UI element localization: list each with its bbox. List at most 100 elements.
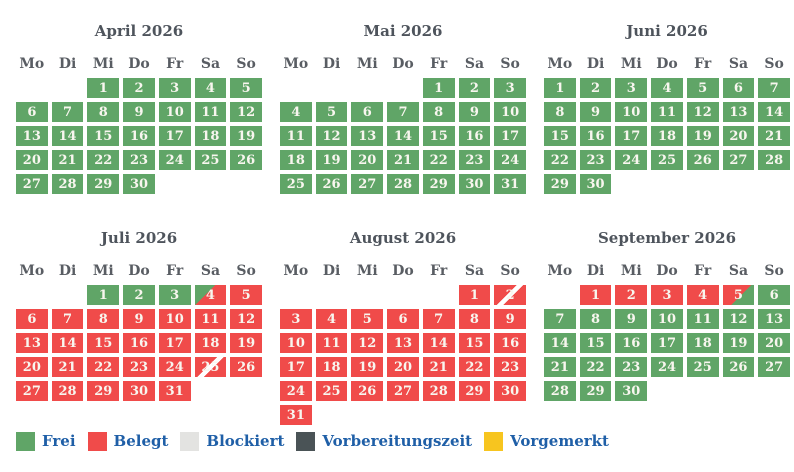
day-cell[interactable]: 1 [544,78,576,98]
day-cell[interactable]: 5 [315,102,348,122]
day-cell[interactable]: 10 [651,309,683,329]
day-cell[interactable]: 20 [16,150,48,170]
day-cell[interactable]: 8 [579,309,612,329]
day-cell[interactable]: 4 [686,285,719,305]
day-cell[interactable]: 29 [87,174,120,194]
day-cell[interactable]: 2 [458,78,491,98]
day-cell[interactable]: 11 [194,102,227,122]
day-cell[interactable]: 12 [230,309,262,329]
day-cell[interactable]: 11 [686,309,719,329]
day-cell[interactable]: 30 [615,381,648,401]
day-cell[interactable]: 14 [51,126,84,146]
day-cell[interactable]: 22 [87,357,120,377]
day-cell[interactable]: 22 [544,150,576,170]
day-cell[interactable]: 2 [615,285,648,305]
day-cell[interactable]: 26 [686,150,719,170]
day-cell[interactable]: 1 [87,78,120,98]
day-cell[interactable]: 4 [280,102,312,122]
day-cell[interactable]: 30 [494,381,526,401]
day-cell[interactable]: 22 [87,150,120,170]
day-cell[interactable]: 4 [651,78,683,98]
day-cell[interactable]: 28 [422,381,455,401]
day-cell[interactable]: 25 [651,150,683,170]
day-cell[interactable]: 17 [651,333,683,353]
day-cell[interactable]: 6 [722,78,755,98]
day-cell[interactable]: 12 [722,309,755,329]
day-cell[interactable]: 9 [494,309,526,329]
day-cell[interactable]: 4 [194,78,227,98]
day-cell[interactable]: 27 [387,381,419,401]
day-cell[interactable]: 31 [158,381,191,401]
day-cell[interactable]: 3 [158,285,191,305]
day-cell[interactable]: 3 [280,309,312,329]
day-cell[interactable]: 7 [758,78,790,98]
day-cell[interactable]: 8 [87,102,120,122]
day-cell[interactable]: 15 [544,126,576,146]
day-cell[interactable]: 7 [422,309,455,329]
day-cell[interactable]: 1 [87,285,120,305]
day-cell[interactable]: 21 [387,150,419,170]
day-cell[interactable]: 5 [230,78,262,98]
day-cell[interactable]: 1 [579,285,612,305]
day-cell[interactable]: 9 [123,102,155,122]
day-cell[interactable]: 18 [194,126,227,146]
day-cell[interactable]: 18 [686,333,719,353]
day-cell[interactable]: 7 [51,102,84,122]
day-cell[interactable]: 31 [494,174,526,194]
day-cell[interactable]: 17 [158,333,191,353]
day-cell[interactable]: 17 [615,126,648,146]
day-cell[interactable]: 12 [686,102,719,122]
day-cell[interactable]: 8 [87,309,120,329]
day-cell[interactable]: 28 [51,174,84,194]
day-cell[interactable]: 23 [458,150,491,170]
day-cell[interactable]: 15 [87,333,120,353]
day-cell[interactable]: 7 [544,309,576,329]
day-cell[interactable]: 16 [494,333,526,353]
day-cell[interactable]: 10 [158,309,191,329]
day-cell[interactable]: 20 [387,357,419,377]
day-cell[interactable]: 18 [651,126,683,146]
day-cell[interactable]: 5 [351,309,384,329]
day-cell[interactable]: 29 [422,174,455,194]
day-cell[interactable]: 31 [280,405,312,425]
day-cell[interactable]: 6 [16,102,48,122]
day-cell[interactable]: 3 [494,78,526,98]
day-cell[interactable]: 7 [51,309,84,329]
day-cell[interactable]: 21 [422,357,455,377]
day-cell[interactable]: 23 [123,357,155,377]
day-cell[interactable]: 30 [579,174,612,194]
day-cell[interactable]: 2 [579,78,612,98]
day-cell[interactable]: 26 [230,150,262,170]
day-cell[interactable]: 19 [351,357,384,377]
day-cell[interactable]: 16 [579,126,612,146]
day-cell[interactable]: 14 [758,102,790,122]
day-cell[interactable]: 11 [651,102,683,122]
day-cell[interactable]: 13 [722,102,755,122]
day-cell[interactable]: 6 [16,309,48,329]
day-cell[interactable]: 8 [544,102,576,122]
day-cell[interactable]: 11 [315,333,348,353]
day-cell[interactable]: 15 [579,333,612,353]
day-cell[interactable]: 18 [315,357,348,377]
day-cell[interactable]: 14 [387,126,419,146]
day-cell[interactable]: 29 [579,381,612,401]
day-cell[interactable]: 16 [123,126,155,146]
day-cell[interactable]: 2 [123,78,155,98]
day-cell[interactable]: 2 [494,285,526,305]
day-cell[interactable]: 24 [158,150,191,170]
day-cell[interactable]: 14 [422,333,455,353]
day-cell[interactable]: 21 [51,150,84,170]
day-cell[interactable]: 25 [686,357,719,377]
day-cell[interactable]: 26 [722,357,755,377]
day-cell[interactable]: 2 [123,285,155,305]
day-cell[interactable]: 10 [280,333,312,353]
day-cell[interactable]: 26 [351,381,384,401]
day-cell[interactable]: 16 [615,333,648,353]
day-cell[interactable]: 15 [87,126,120,146]
day-cell[interactable]: 10 [158,102,191,122]
day-cell[interactable]: 28 [758,150,790,170]
day-cell[interactable]: 12 [230,102,262,122]
day-cell[interactable]: 24 [280,381,312,401]
day-cell[interactable]: 20 [16,357,48,377]
day-cell[interactable]: 15 [422,126,455,146]
